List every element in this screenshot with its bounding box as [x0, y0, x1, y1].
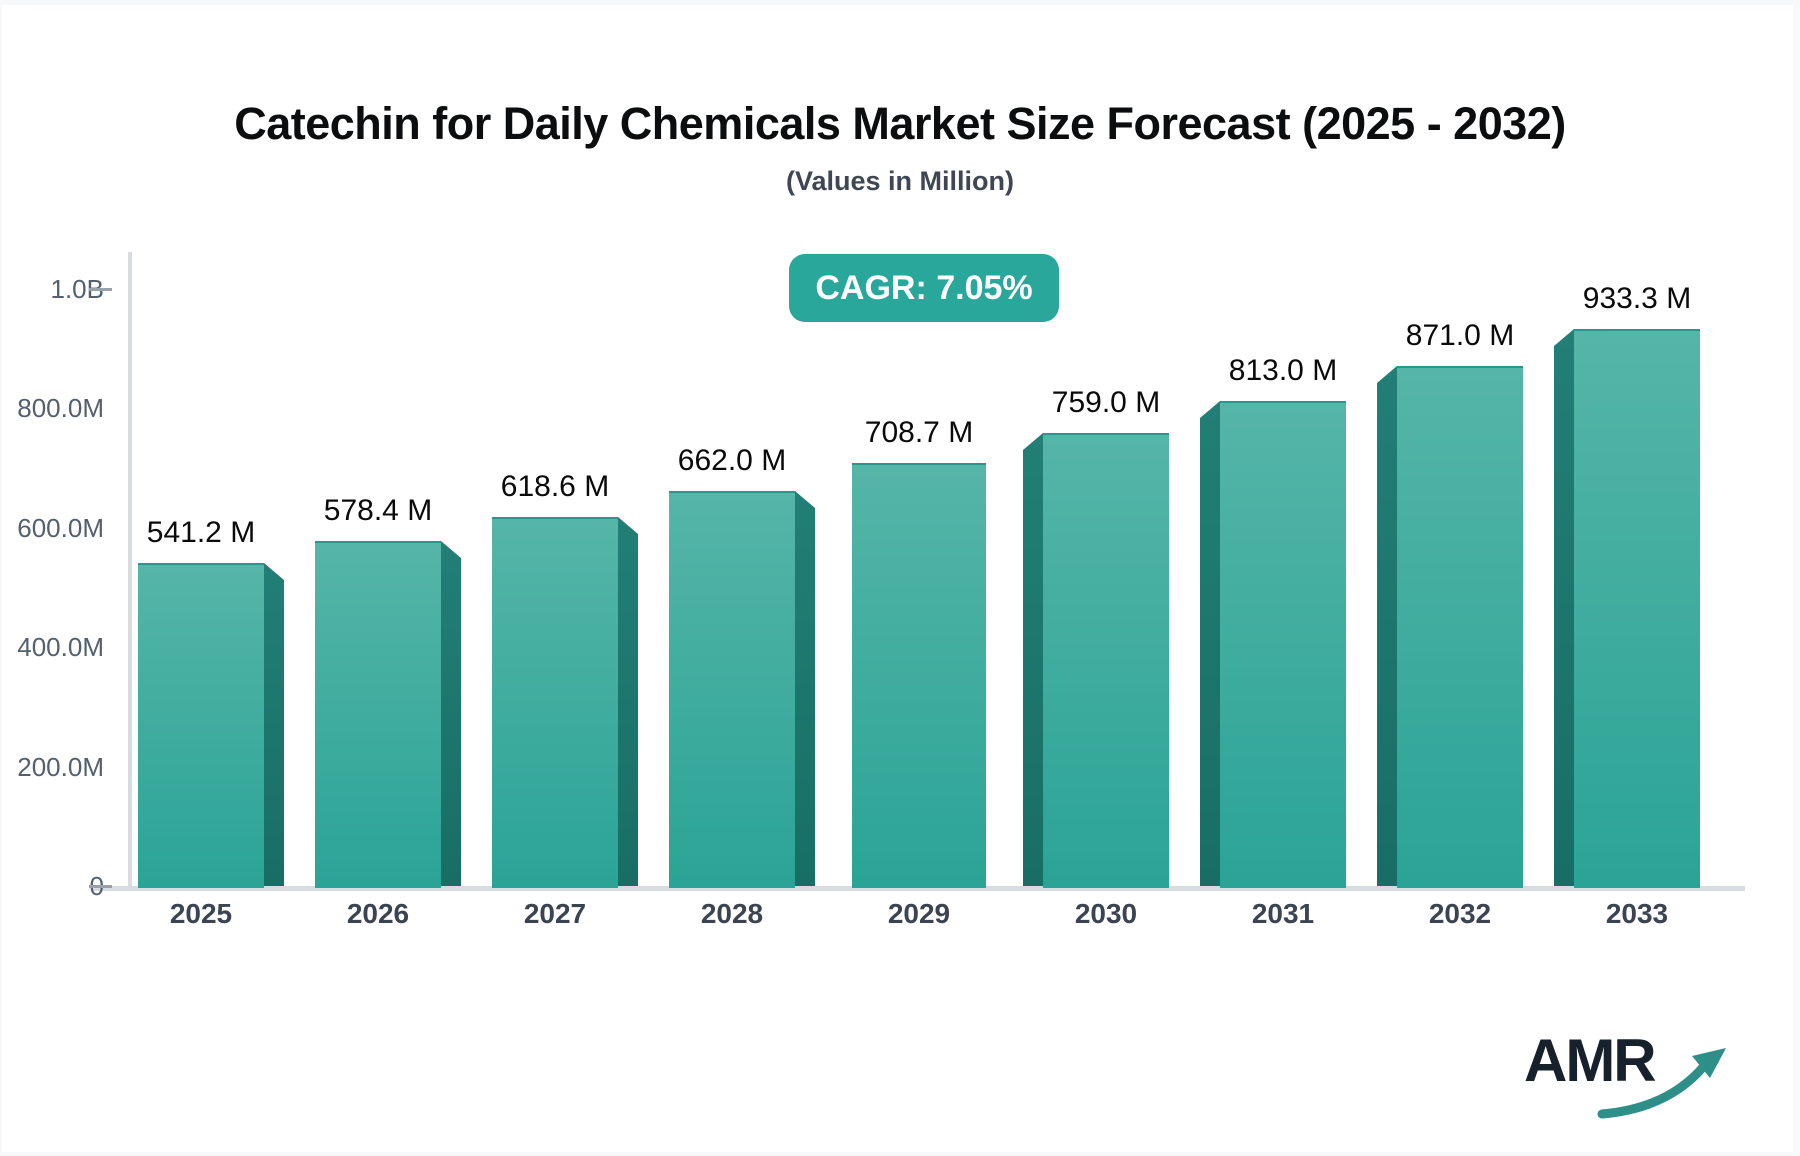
- x-axis-label: 2029: [887, 898, 951, 929]
- bar-side: [795, 491, 815, 886]
- y-axis-tick: [89, 288, 112, 291]
- amr-logo-text: AMR: [1524, 1027, 1657, 1094]
- frame-edge-top: [0, 0, 1800, 5]
- bar-value-label: 933.3 M: [1582, 282, 1692, 315]
- x-axis-label: 2026: [346, 898, 410, 929]
- bar: [669, 491, 795, 888]
- bar: [315, 541, 441, 888]
- x-axis-label: 2033: [1605, 898, 1669, 929]
- bar: [1220, 401, 1346, 888]
- bar-value-label: 618.6 M: [500, 470, 610, 503]
- bar: [1043, 433, 1169, 888]
- bar-side: [264, 563, 284, 886]
- bar-value-label: 708.7 M: [864, 416, 974, 449]
- bar: [1397, 366, 1523, 888]
- x-axis-label: 2032: [1428, 898, 1492, 929]
- bar-value-label: 541.2 M: [146, 516, 256, 549]
- bar-side: [1023, 433, 1043, 886]
- bar-value-label: 871.0 M: [1405, 319, 1515, 352]
- bar-value-label: 662.0 M: [677, 444, 787, 477]
- trend-arrow-icon: [1597, 1048, 1726, 1119]
- x-axis-label: 2028: [700, 898, 764, 929]
- y-axis-tick-label: 800.0M: [17, 393, 104, 423]
- y-axis-tick-label: 600.0M: [17, 513, 104, 543]
- bar-side: [441, 541, 461, 886]
- bar-side: [1554, 329, 1574, 886]
- x-axis-label: 2027: [523, 898, 587, 929]
- x-axis-line: [93, 886, 1745, 891]
- frame-edge-right: [1793, 0, 1800, 1156]
- cagr-badge: CAGR: 7.05%: [789, 254, 1059, 322]
- y-axis-line: [128, 252, 132, 891]
- amr-logo: AMR: [1524, 1026, 1744, 1119]
- bar-side: [1200, 401, 1220, 886]
- bar-side: [1377, 366, 1397, 886]
- frame-edge-bottom: [0, 1152, 1800, 1156]
- bar: [852, 463, 986, 888]
- bar: [492, 517, 618, 888]
- chart-subtitle: (Values in Million): [785, 166, 1015, 196]
- y-axis-tick-label: 400.0M: [17, 632, 104, 662]
- x-axis-label: 2030: [1074, 898, 1138, 929]
- bar-value-label: 759.0 M: [1051, 386, 1161, 419]
- bar-value-label: 578.4 M: [323, 494, 433, 527]
- bar-side: [618, 517, 638, 886]
- frame-edge-left: [0, 0, 2, 1156]
- y-axis-tick-label: 200.0M: [17, 752, 104, 782]
- chart-title: Catechin for Daily Chemicals Market Size…: [234, 98, 1566, 149]
- bar: [138, 563, 264, 888]
- y-axis-tick: [89, 885, 112, 888]
- x-axis-label: 2025: [169, 898, 233, 929]
- bar-value-label: 813.0 M: [1228, 354, 1338, 387]
- bar: [1574, 329, 1700, 888]
- x-axis-label: 2031: [1251, 898, 1315, 929]
